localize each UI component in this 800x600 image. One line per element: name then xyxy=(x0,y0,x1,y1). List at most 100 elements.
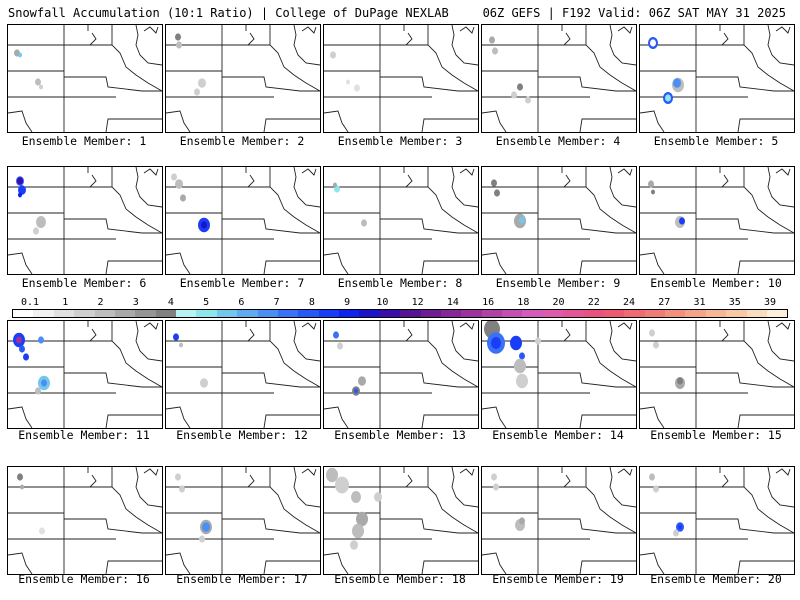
snowfall-contour xyxy=(23,353,29,361)
snowfall-contour xyxy=(202,522,210,532)
colorbar-swatch xyxy=(685,310,706,317)
colorbar-swatch xyxy=(339,310,360,317)
snowfall-contour xyxy=(175,179,183,189)
state-border xyxy=(105,414,162,428)
colorbar-tick-label: 8 xyxy=(308,297,315,308)
colorbar-swatch xyxy=(135,310,156,317)
ensemble-member-label: Ensemble Member: 8 xyxy=(337,276,463,290)
snowfall-contour xyxy=(176,41,182,49)
snowfall-contour xyxy=(665,94,671,102)
snowfall-contour xyxy=(649,473,655,481)
snowfall-contour xyxy=(374,492,382,502)
colorbar-tick-label: 35 xyxy=(728,297,741,308)
snowfall-contour xyxy=(492,47,498,55)
colorbar-tick-label: 1 xyxy=(62,297,69,308)
state-border xyxy=(721,328,729,342)
snowfall-contour xyxy=(350,540,358,550)
state-border xyxy=(421,118,478,132)
colorbar-tick-label: 18 xyxy=(517,297,530,308)
state-border xyxy=(767,467,794,508)
snowfall-contour xyxy=(491,473,497,481)
snowfall-map xyxy=(8,167,162,274)
snowfall-contour xyxy=(346,79,350,85)
colorbar-tick-label: 16 xyxy=(482,297,495,308)
colorbar-tick-label: 2 xyxy=(97,297,104,308)
state-border xyxy=(324,406,349,428)
state-border xyxy=(263,560,320,574)
ensemble-member-label: Ensemble Member: 13 xyxy=(334,428,466,442)
colorbar-tick-label: 39 xyxy=(763,297,777,308)
snowfall-contour xyxy=(330,51,336,59)
colorbar-tick-label: 12 xyxy=(411,297,424,308)
snowfall-contour xyxy=(653,485,659,493)
colorbar-tick-label: 5 xyxy=(203,297,210,308)
state-border xyxy=(143,26,159,34)
state-border xyxy=(421,414,478,428)
snowfall-contour xyxy=(179,342,183,348)
snowfall-map xyxy=(324,321,478,428)
colorbar-swatch xyxy=(705,310,727,317)
state-border xyxy=(8,167,65,188)
colorbar-tick-label: 3 xyxy=(132,297,139,308)
state-border xyxy=(166,406,191,428)
state-border xyxy=(301,26,317,34)
colorbar-swatch xyxy=(603,310,625,317)
state-border xyxy=(563,174,571,188)
ensemble-member-label: Ensemble Member: 10 xyxy=(650,276,782,290)
snowfall-contour xyxy=(337,342,343,350)
state-border xyxy=(696,518,794,534)
colorbar-swatch xyxy=(277,310,299,317)
snowfall-contour xyxy=(180,194,186,202)
state-border xyxy=(696,76,794,92)
ensemble-panel xyxy=(165,166,321,275)
state-border xyxy=(247,474,255,488)
ensemble-member-label: Ensemble Member: 5 xyxy=(653,134,779,148)
state-border xyxy=(263,118,320,132)
snowfall-contour xyxy=(514,358,526,374)
snowfall-map xyxy=(640,167,794,274)
state-border xyxy=(293,467,320,508)
snowfall-map xyxy=(640,25,794,132)
colorbar-swatch xyxy=(746,310,767,317)
snowfall-contour xyxy=(333,182,337,188)
state-border xyxy=(111,467,162,534)
ensemble-panel xyxy=(323,24,479,133)
colorbar-swatch xyxy=(155,310,176,317)
state-border xyxy=(579,260,636,274)
ensemble-member-label: Ensemble Member: 15 xyxy=(650,428,782,442)
snowfall-contour xyxy=(41,379,47,387)
colorbar-swatch xyxy=(624,310,645,317)
colorbar-swatch xyxy=(502,310,523,317)
state-border xyxy=(743,25,794,92)
state-border xyxy=(8,25,65,46)
ensemble-member-label: Ensemble Member: 19 xyxy=(492,572,624,586)
snowfall-contour xyxy=(18,185,26,195)
snowfall-contour xyxy=(33,227,39,235)
snowfall-map xyxy=(640,467,794,574)
state-border xyxy=(135,167,162,208)
state-border xyxy=(293,25,320,66)
state-border xyxy=(293,167,320,208)
colorbar-tick-label: 9 xyxy=(344,297,351,308)
snowfall-map xyxy=(166,467,320,574)
snowfall-contour xyxy=(491,337,501,349)
ensemble-member-label: Ensemble Member: 3 xyxy=(337,134,463,148)
state-border xyxy=(105,118,162,132)
state-border xyxy=(89,474,97,488)
ensemble-panel xyxy=(323,466,479,575)
snowfall-contour xyxy=(16,336,22,344)
colorbar-tick-label: 4 xyxy=(167,297,174,308)
state-border xyxy=(640,552,665,574)
snowfall-contour xyxy=(519,216,525,224)
state-border xyxy=(135,321,162,362)
snowfall-contour xyxy=(358,376,366,386)
state-border xyxy=(89,174,97,188)
snowfall-map xyxy=(324,467,478,574)
snowfall-map xyxy=(482,467,636,574)
snowfall-map xyxy=(8,467,162,574)
ensemble-member-label: Ensemble Member: 16 xyxy=(18,572,150,586)
colorbar-swatch xyxy=(94,310,115,317)
state-border xyxy=(775,322,791,330)
snowfall-contour xyxy=(653,341,659,349)
state-border xyxy=(579,560,636,574)
